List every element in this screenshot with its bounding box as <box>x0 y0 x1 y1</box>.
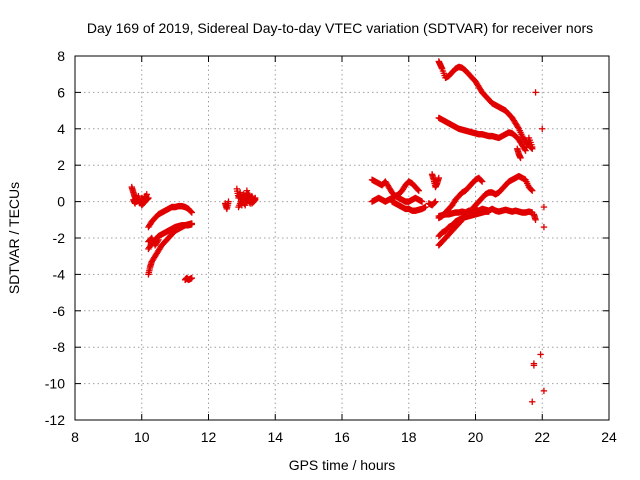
data-point <box>540 223 548 231</box>
data-point <box>539 125 546 132</box>
data-point <box>537 351 544 358</box>
data-point <box>431 199 438 206</box>
data-point <box>415 187 422 194</box>
data-point <box>435 174 442 182</box>
data-point <box>529 187 536 194</box>
data-point <box>252 196 259 203</box>
data-point <box>251 197 258 204</box>
data-point <box>517 154 524 162</box>
y-tick-label: 8 <box>57 48 65 64</box>
x-tick-label: 14 <box>267 429 283 445</box>
y-tick-label: 0 <box>57 194 65 210</box>
y-tick-label: -12 <box>45 412 65 428</box>
y-tick-label: 2 <box>57 157 65 173</box>
data-point <box>225 198 232 205</box>
data-point <box>478 178 486 185</box>
data-point <box>529 398 536 405</box>
data-point <box>143 191 150 198</box>
data-point <box>529 143 536 151</box>
y-tick-label: -6 <box>53 303 66 319</box>
data-point <box>154 237 161 245</box>
data-point <box>522 147 529 154</box>
y-axis-label: SDTVAR / TECUs <box>6 182 22 294</box>
x-tick-label: 24 <box>601 429 617 445</box>
data-point <box>422 203 429 211</box>
data-point <box>532 89 539 96</box>
data-point <box>478 177 485 184</box>
x-tick-label: 12 <box>201 429 217 445</box>
data-point <box>414 186 422 193</box>
data-point <box>540 203 548 211</box>
data-point <box>528 186 535 193</box>
data-point <box>187 208 195 215</box>
y-tick-label: -8 <box>53 339 66 355</box>
x-tick-label: 10 <box>134 429 150 445</box>
data-points <box>128 58 548 405</box>
x-tick-label: 18 <box>401 429 417 445</box>
x-tick-label: 16 <box>334 429 350 445</box>
y-tick-label: -2 <box>53 230 66 246</box>
data-point <box>532 216 539 223</box>
y-tick-label: -4 <box>53 266 66 282</box>
x-axis-label: GPS time / hours <box>289 457 396 473</box>
chart-title: Day 169 of 2019, Sidereal Day-to-day VTE… <box>87 20 593 36</box>
data-point <box>530 360 538 367</box>
data-point <box>188 221 196 228</box>
y-tick-label: 6 <box>57 84 65 100</box>
x-tick-label: 20 <box>468 429 484 445</box>
data-point <box>540 387 548 395</box>
y-tick-label: -10 <box>45 376 65 392</box>
x-tick-label: 22 <box>534 429 550 445</box>
data-point <box>155 236 162 244</box>
data-point <box>432 198 439 205</box>
data-point <box>418 198 426 205</box>
y-tick-label: 4 <box>57 121 65 137</box>
data-point <box>188 274 196 282</box>
x-tick-label: 8 <box>71 429 79 445</box>
data-point <box>188 209 196 216</box>
data-point <box>523 144 530 151</box>
grid-lines <box>75 56 609 420</box>
